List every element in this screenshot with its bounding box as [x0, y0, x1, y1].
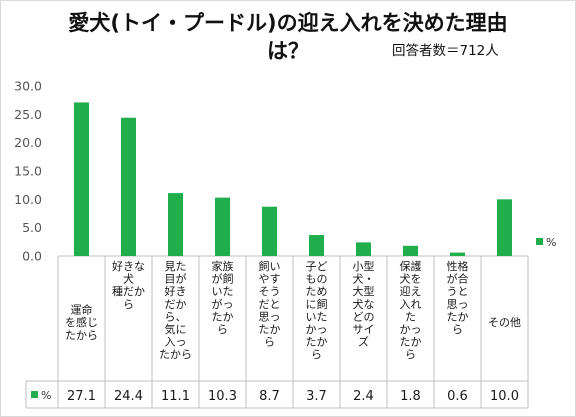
table-value-2: 24.4 — [114, 389, 143, 404]
category-label-7: 小型犬・大型犬などのサイズ — [353, 259, 375, 349]
category-label-1: 運命を感じたから — [65, 303, 98, 342]
table-value-10: 10.0 — [490, 389, 519, 404]
table-value-7: 2.4 — [353, 389, 374, 404]
table-value-1: 27.1 — [67, 389, 96, 404]
bar-10 — [497, 199, 512, 256]
legend-swatch — [536, 238, 543, 245]
y-axis-tick-label: 10.0 — [14, 192, 42, 207]
bar-6 — [309, 235, 324, 256]
legend-label: % — [546, 236, 556, 249]
table-value-9: 0.6 — [447, 389, 468, 404]
chart-title-line-1: 愛犬(トイ・プードル)の迎え入れを決めた理由 — [68, 11, 508, 35]
y-axis-tick-label: 5.0 — [22, 220, 42, 235]
category-label-4: 家族が飼いたがったから — [212, 259, 234, 336]
bar-8 — [403, 245, 418, 256]
table-legend-label: % — [41, 389, 51, 402]
category-label-3: 見た目が好きだから、気に入ったから — [159, 260, 192, 361]
table-legend-swatch — [31, 391, 38, 398]
bar-3 — [168, 193, 183, 256]
table-value-3: 11.1 — [161, 389, 190, 404]
table-value-6: 3.7 — [306, 389, 327, 404]
y-axis-tick-label: 30.0 — [14, 79, 42, 94]
chart-title-line-2: は？ — [267, 39, 309, 63]
bar-1 — [74, 102, 89, 256]
category-label-2: 好きな犬種だから — [112, 259, 145, 311]
category-label-5: 飼いやすそうだと思ったから — [259, 259, 281, 349]
y-axis-tick-label: 15.0 — [14, 164, 42, 179]
category-label-6: 子どものために飼いたかったから — [306, 260, 328, 361]
y-axis-tick-label: 20.0 — [14, 135, 42, 150]
category-label-8: 保護犬を迎え入れたかったから — [400, 259, 422, 361]
bar-5 — [262, 206, 277, 256]
respondent-count-note: 回答者数＝712人 — [392, 43, 499, 59]
table-value-5: 8.7 — [259, 389, 280, 404]
category-label-10: その他 — [488, 316, 521, 329]
bar-7 — [356, 242, 371, 256]
bar-2 — [121, 117, 136, 256]
y-axis-tick-label: 0.0 — [22, 249, 42, 264]
table-value-4: 10.3 — [208, 389, 237, 404]
bar-9 — [450, 252, 465, 256]
y-axis-tick-label: 25.0 — [14, 107, 42, 122]
category-label-9: 性格が合うと思ったから — [447, 259, 469, 336]
table-value-8: 1.8 — [400, 389, 421, 404]
bar-4 — [215, 197, 230, 256]
